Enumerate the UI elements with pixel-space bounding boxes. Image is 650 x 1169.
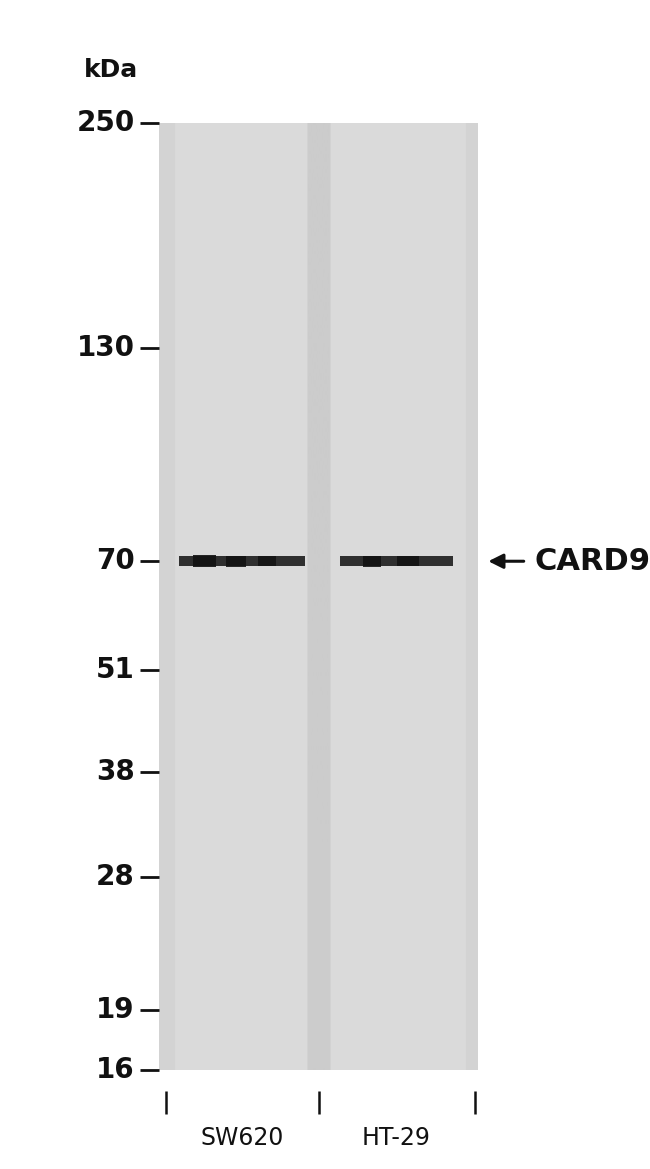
Text: 38: 38 xyxy=(96,758,135,786)
Bar xyxy=(363,555,381,567)
Text: 130: 130 xyxy=(77,334,135,362)
Text: 16: 16 xyxy=(96,1056,135,1084)
Text: 250: 250 xyxy=(76,109,135,137)
Bar xyxy=(341,556,452,567)
Text: CARD9: CARD9 xyxy=(534,547,650,576)
Text: HT-29: HT-29 xyxy=(362,1126,431,1150)
Text: kDa: kDa xyxy=(84,58,138,82)
Bar xyxy=(226,555,246,567)
Bar xyxy=(259,556,276,567)
Bar xyxy=(179,556,305,567)
Bar xyxy=(193,555,216,567)
Text: SW620: SW620 xyxy=(200,1126,284,1150)
Text: 28: 28 xyxy=(96,863,135,891)
Text: 19: 19 xyxy=(96,996,135,1024)
Bar xyxy=(159,123,478,1070)
Bar xyxy=(396,556,419,567)
Text: 70: 70 xyxy=(96,547,135,575)
Text: 51: 51 xyxy=(96,656,135,684)
